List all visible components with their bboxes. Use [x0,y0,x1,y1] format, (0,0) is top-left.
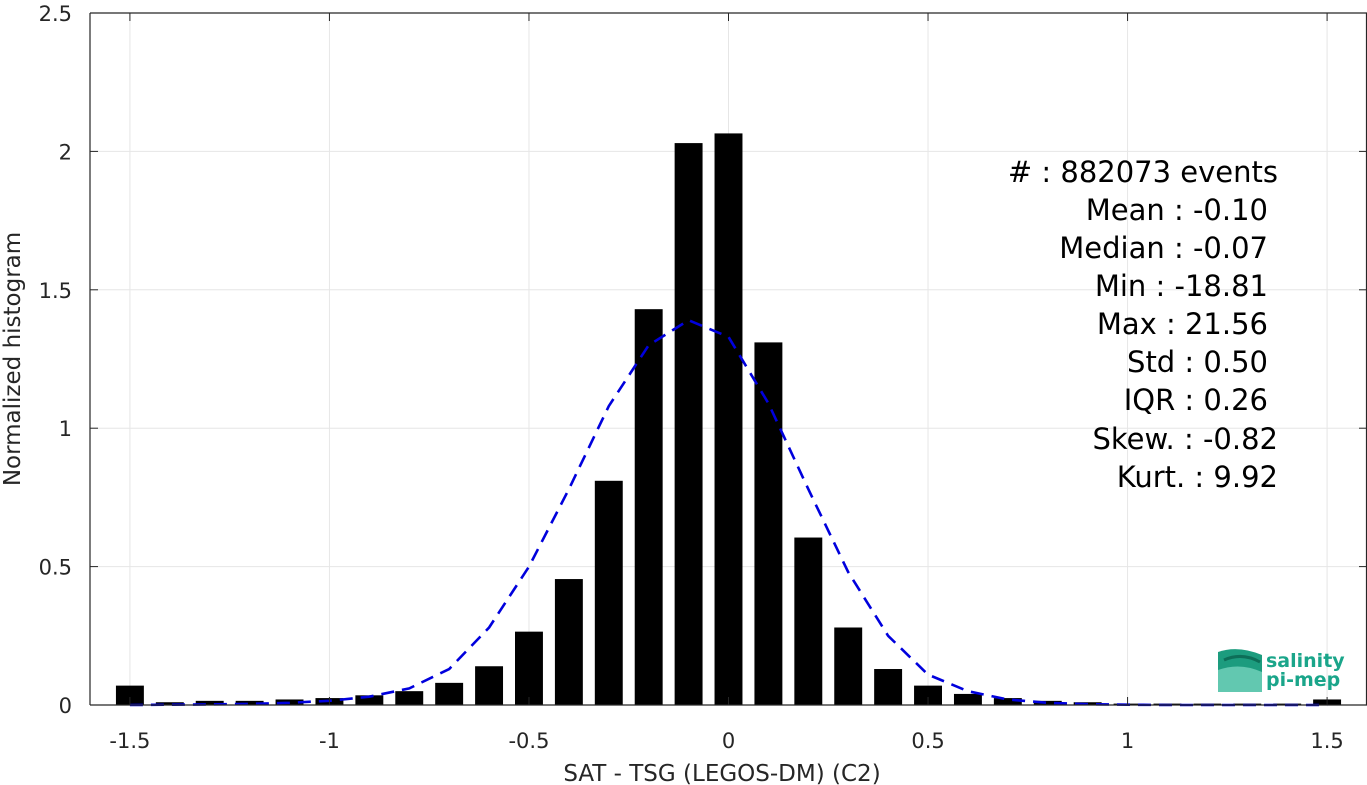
y-tick-labels: 0 0.5 1 1.5 2 2.5 [39,2,72,718]
stat-max: Max : 21.56 [1097,307,1268,341]
salinity-pimep-logo: salinity pi-mep [1218,649,1345,692]
y-axis-label: Normalized histogram [0,232,26,486]
x-tick-label: 1.5 [1310,729,1343,753]
stat-events: # : 882073 events [1008,155,1278,189]
y-tick-label: 2.5 [39,2,72,26]
histogram-bar [834,627,863,705]
y-tick-label: 0.5 [39,556,72,580]
stat-kurt: Kurt. : 9.92 [1117,460,1278,494]
histogram-bar [594,480,623,705]
histogram-bar [714,133,743,705]
x-tick-label: -0.5 [508,729,549,753]
stat-min: Min : -18.81 [1095,269,1268,303]
stat-std: Std : 0.50 [1127,345,1268,379]
y-tick-label: 2 [59,140,72,164]
x-tick-label: 0.5 [911,729,944,753]
histogram-bar [993,698,1022,705]
x-tick-labels: -1.5 -1 -0.5 0 0.5 1 1.5 [109,729,1343,753]
histogram-bar [554,579,583,705]
logo-text-salinity: salinity [1266,650,1345,672]
histogram-bar [395,691,424,705]
histogram-bar [634,309,663,705]
stat-mean: Mean : -0.10 [1086,193,1268,227]
histogram-bar [235,700,264,705]
histogram-bar [874,669,903,705]
stat-median: Median : -0.07 [1059,231,1268,265]
histogram-bar [475,666,504,705]
histogram-bar [914,685,942,705]
histogram-bar [435,682,464,705]
stat-iqr: IQR : 0.26 [1124,383,1268,417]
stat-skew: Skew. : -0.82 [1092,422,1278,456]
histogram-bar [794,537,823,705]
x-tick-label: 1 [1121,729,1134,753]
x-axis-label: SAT - TSG (LEGOS-DM) (C2) [563,761,880,785]
x-tick-label: -1.5 [109,729,150,753]
y-tick-label: 0 [59,694,72,718]
histogram-bar [115,685,144,705]
histogram-bar [674,143,703,705]
x-tick-label: -1 [319,729,340,753]
statistics-annotation: # : 882073 events Mean : -0.10 Median : … [1008,155,1278,494]
y-tick-label: 1.5 [39,279,72,303]
histogram-bar [1033,700,1062,705]
histogram-bar [355,695,384,705]
logo-waves-icon-dark [1223,655,1261,664]
x-tick-label: 0 [722,729,735,753]
histogram-bar [953,693,982,705]
logo-waves-icon-light [1218,666,1262,692]
histogram-bar [195,700,224,705]
y-tick-label: 1 [59,417,72,441]
histogram-bars [115,133,1342,705]
histogram-bar [155,702,184,705]
histogram-bar [754,342,783,705]
logo-text-pimep: pi-mep [1266,669,1340,691]
histogram-bar [515,631,543,705]
